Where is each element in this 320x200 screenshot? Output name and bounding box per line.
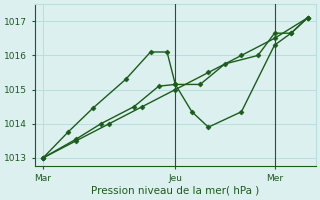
X-axis label: Pression niveau de la mer( hPa ): Pression niveau de la mer( hPa ) <box>91 186 260 196</box>
